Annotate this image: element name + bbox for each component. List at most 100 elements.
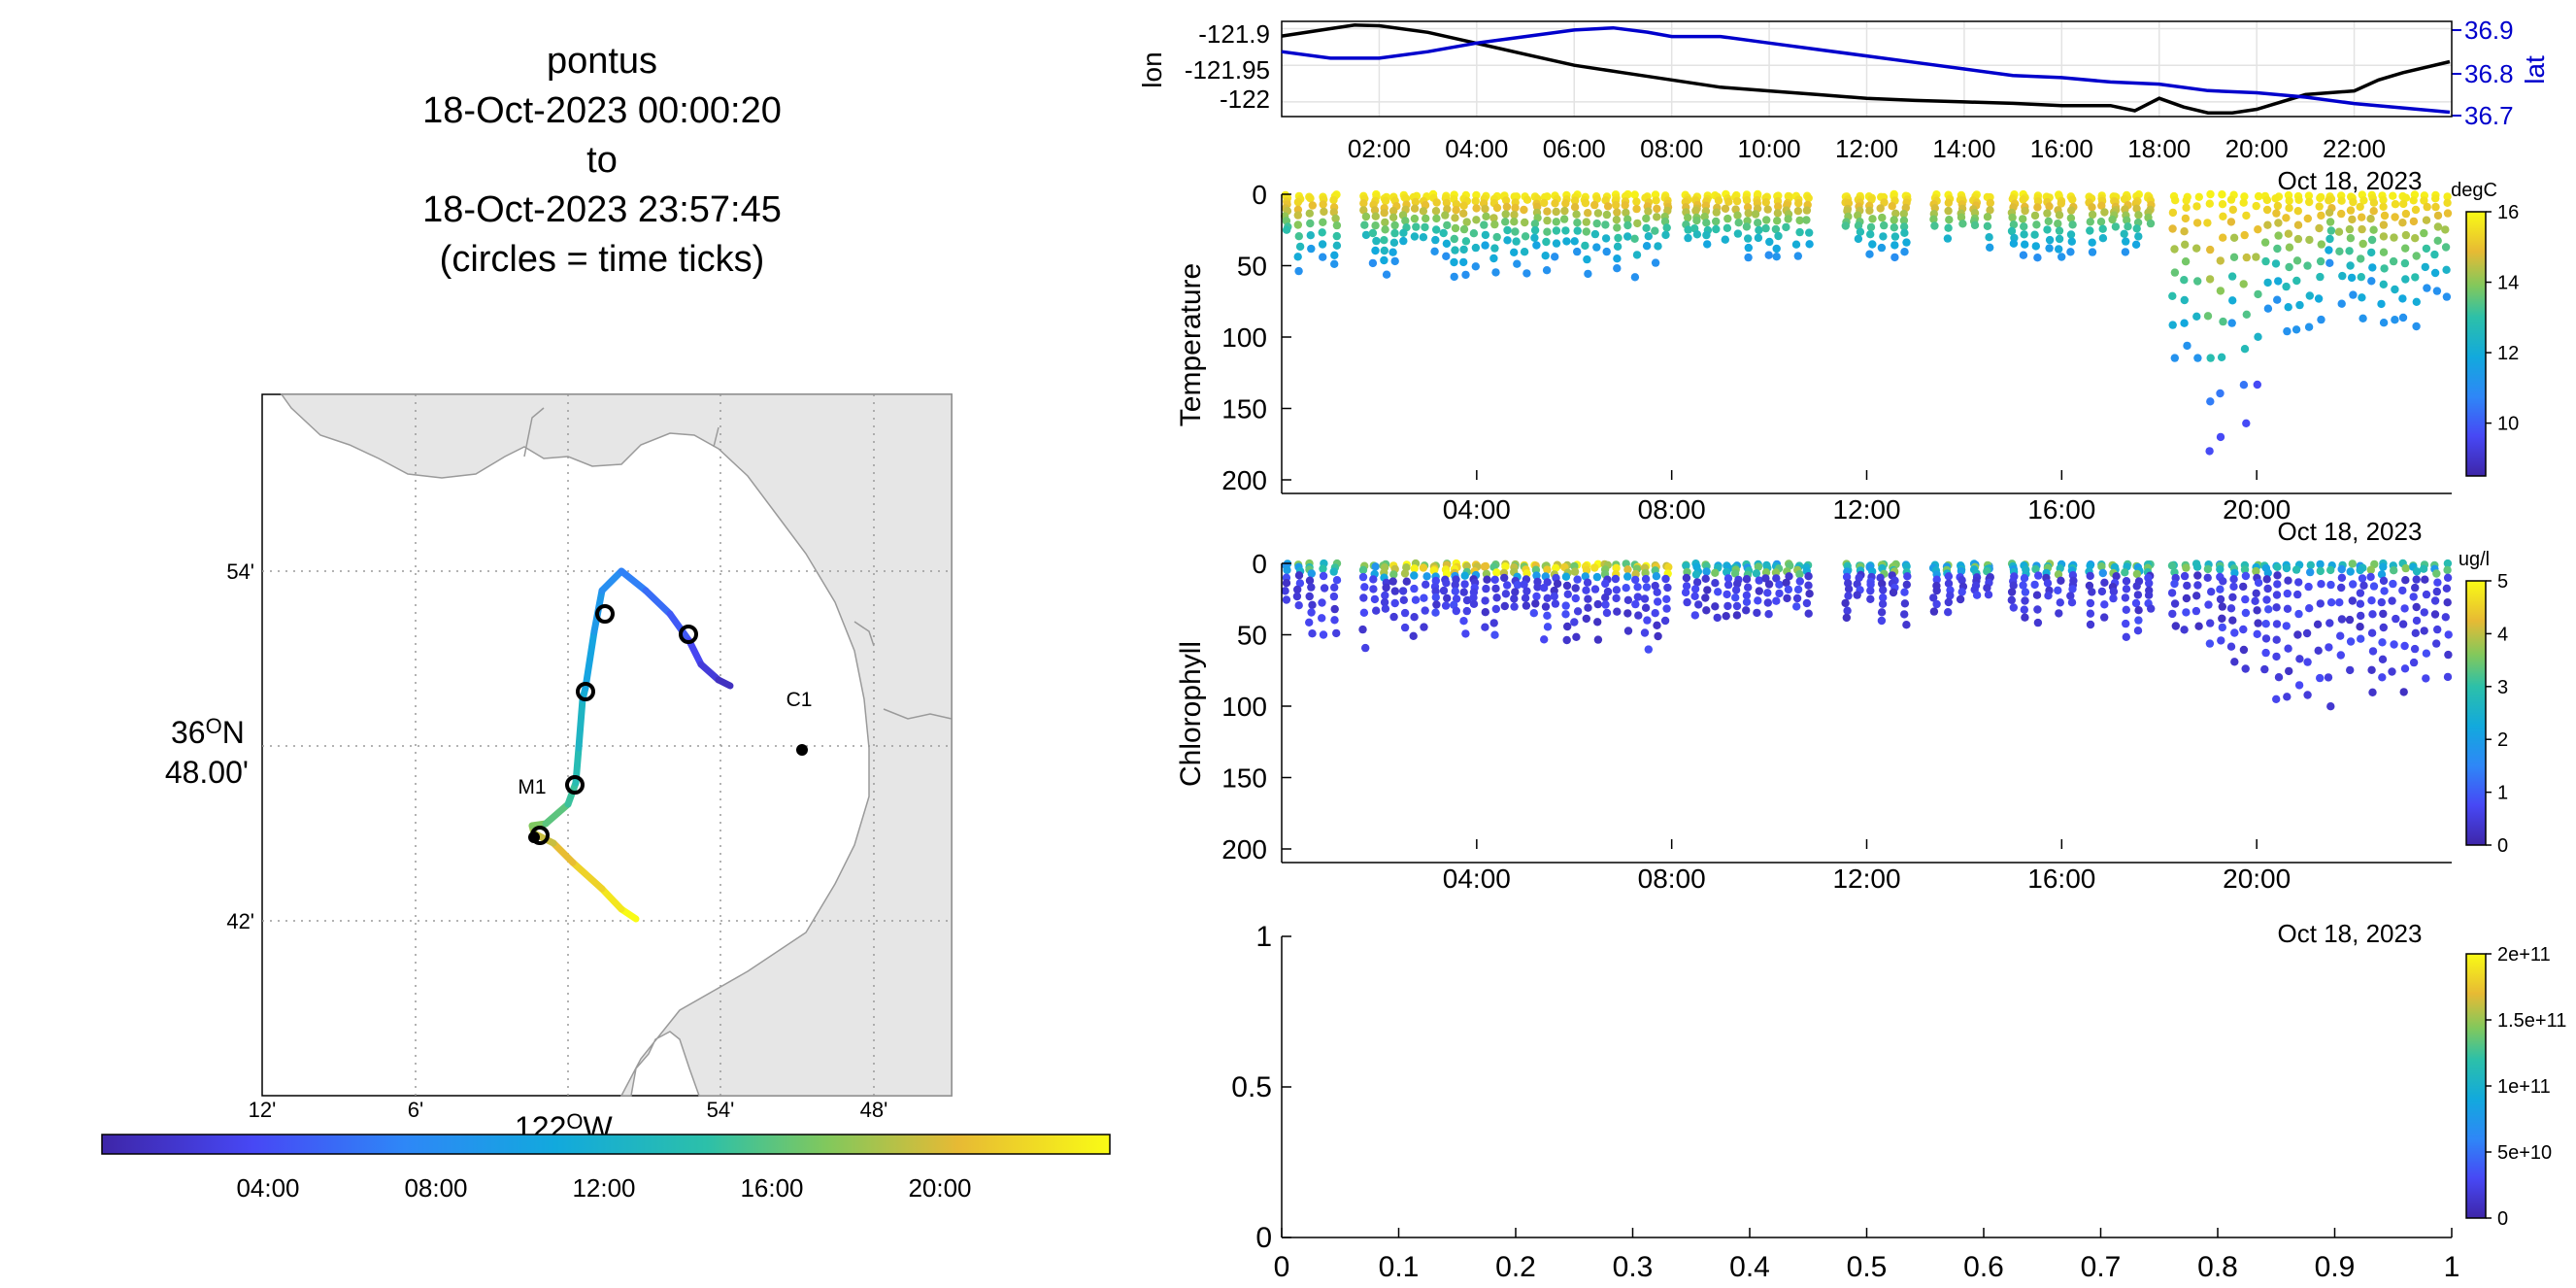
data-point [1983,213,1992,221]
data-point [2273,571,2282,580]
data-point [2379,195,2388,204]
data-point [2192,592,2201,600]
data-point [2379,623,2388,632]
data-point [2242,211,2251,220]
data-point [2263,304,2273,313]
data-point [2203,573,2212,582]
data-point [1783,593,1791,603]
data-point [1452,200,1461,209]
lon-degree-mark: O [566,1109,583,1134]
data-point [1751,210,1760,219]
data-point [1388,248,1397,256]
data-point [1570,618,1579,627]
data-point [1283,565,1291,575]
data-point [2283,693,2292,701]
data-point [1601,579,1610,589]
data-point [1642,242,1652,251]
data-point [1714,588,1723,596]
data-point [1690,585,1700,593]
data-point [2295,300,2304,310]
data-point [1552,563,1560,572]
station-m1-label: M1 [518,776,546,798]
data-point [2122,237,2130,246]
data-point [2100,600,2109,609]
data-point [2325,619,2334,627]
data-point [1443,220,1452,230]
data-point [1623,215,1632,223]
data-point [2216,594,2225,604]
data-point [1984,591,1993,599]
data-point [1382,583,1390,593]
data-point [1986,192,1994,202]
data-point [1451,214,1459,222]
data-point [2357,273,2365,282]
data-point [2207,588,2216,596]
data-point [2420,228,2428,238]
data-point [1492,593,1501,602]
data-point [1492,568,1501,577]
data-point [2205,275,2215,284]
data-point [1723,590,1731,599]
data-point [1552,218,1561,226]
data-point [2171,196,2180,205]
data-point [2391,213,2399,221]
lat-y-tick: 36.7 [2464,101,2514,130]
data-point [1293,585,1302,594]
data-point [2229,575,2238,584]
data-point [2055,226,2064,235]
data-point [1281,587,1289,595]
data-point [2086,598,2095,608]
data-point [2045,202,2054,211]
data-point [1944,572,1954,581]
data-point [1879,586,1888,594]
data-point [2326,565,2335,575]
data-point [1305,209,1315,218]
data-point [2337,573,2347,582]
data-point [2369,198,2379,207]
data-point [1432,225,1441,234]
data-point [1401,217,1410,225]
data-point [2239,198,2248,207]
temp-colorbar [2465,211,2487,477]
colorbar-tick-label: 1 [2497,783,2508,804]
data-point [2316,272,2325,282]
data-point [2293,630,2302,639]
data-point [2421,575,2429,584]
data-point [1877,608,1887,617]
data-point [2274,231,2283,240]
data-point [1722,612,1730,621]
data-point [1603,202,1613,211]
data-point [1684,233,1692,243]
data-point [2325,208,2334,217]
data-point [1900,588,1909,596]
data-point [1459,224,1469,234]
data-point [2398,620,2408,628]
data-point [2303,691,2312,699]
data-point [1868,215,1877,223]
data-point [2338,271,2347,281]
data-point [2368,263,2377,272]
data-point [1654,597,1662,606]
data-point [2317,580,2325,589]
data-point [1641,574,1651,584]
temp-y-ticks: 0 50 100 150 200 [1221,180,1291,495]
data-point [1592,243,1601,252]
data-point [2317,240,2325,249]
x-tick-label: 0.8 [2197,1251,2238,1283]
data-point [1721,204,1730,213]
map-grid [262,394,952,1096]
glider-track [528,567,734,923]
time-tick-circle [576,682,595,701]
data-point [1318,240,1327,249]
data-point [1701,574,1710,583]
data-point [1613,223,1622,232]
data-point [2066,248,2075,256]
data-point [2054,570,2063,579]
data-point [2380,587,2389,595]
data-point [1513,259,1522,268]
data-point [1642,214,1651,223]
data-point [1943,234,1953,243]
data-point [1390,220,1399,230]
data-point [2378,638,2387,647]
data-point [2379,609,2388,619]
